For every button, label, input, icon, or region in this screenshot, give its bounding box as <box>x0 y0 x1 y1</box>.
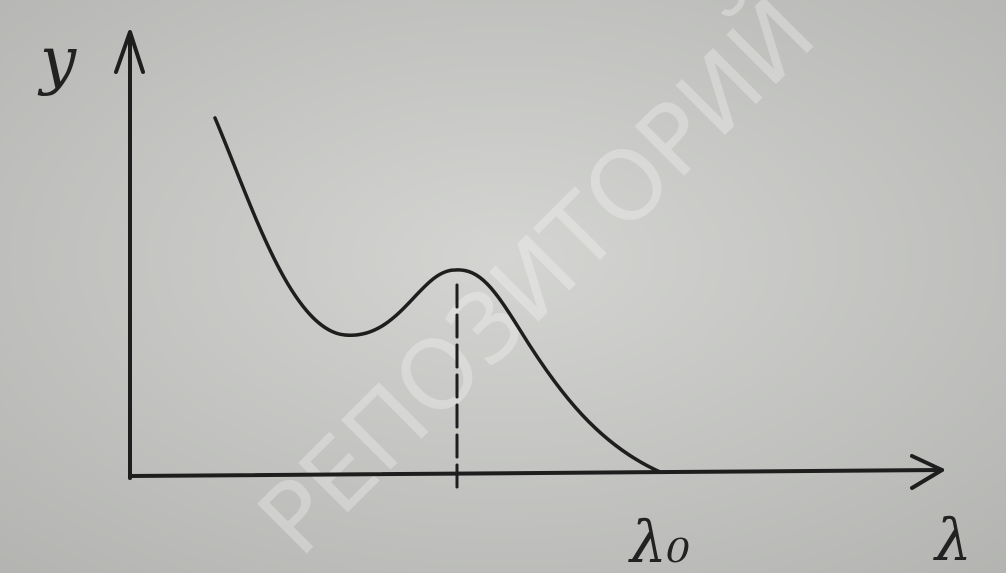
x-mark-label: λ₀ <box>628 508 690 573</box>
diagram: РЕПОЗИТОРИЙ y λ₀ λ <box>0 0 1006 573</box>
y-axis-label: y <box>37 24 77 98</box>
x-axis-label: λ <box>933 506 972 573</box>
